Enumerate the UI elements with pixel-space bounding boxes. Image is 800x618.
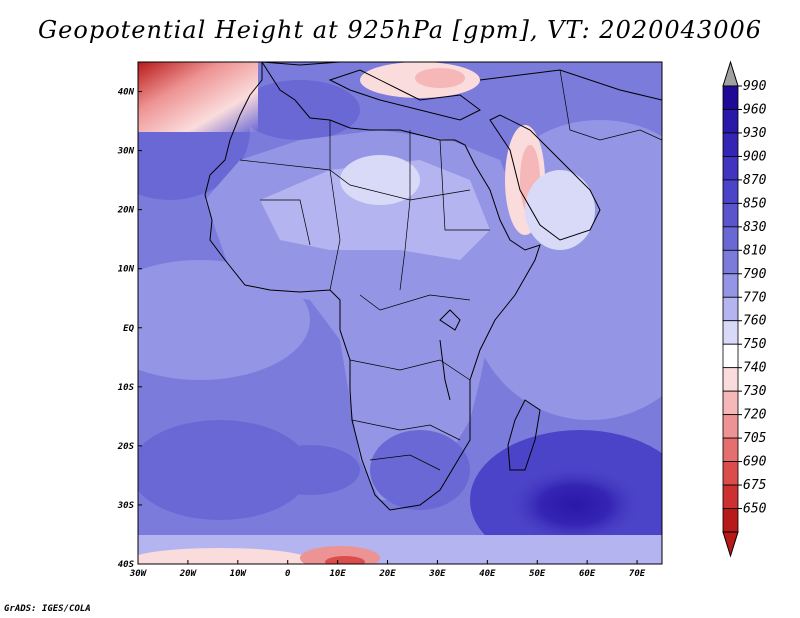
lat-tick-label: EQ <box>123 324 134 334</box>
lat-tick-label: 10N <box>118 265 135 275</box>
lat-tick-label: 20S <box>117 442 135 452</box>
colorbar-label: 930 <box>743 126 767 141</box>
colorbar-label: 675 <box>743 478 767 493</box>
lat-tick-label: 10S <box>118 383 135 393</box>
lon-tick-label: 50E <box>529 569 546 579</box>
colorbar-swatch <box>722 461 739 486</box>
lat-tick-label: 40S <box>118 560 135 570</box>
colorbar-top-triangle <box>722 60 739 87</box>
colorbar-label: 960 <box>743 102 767 117</box>
colorbar-label: 790 <box>743 267 767 282</box>
colorbar-label: 720 <box>743 408 767 423</box>
longitude-axis: 30W 20W 10W 0 10E 20E 30E 40E 50E 60E 70E <box>129 560 646 579</box>
colorbar-label: 750 <box>743 337 767 352</box>
colorbar-label: 705 <box>743 431 767 446</box>
lon-tick-label: 40E <box>479 569 496 579</box>
colorbar-swatch <box>722 484 739 509</box>
lat-tick-label: 30S <box>117 501 135 511</box>
colorbar-swatch <box>722 249 739 275</box>
colorbar-label: 650 <box>743 502 767 517</box>
colorbar-swatch <box>722 343 739 369</box>
colorbar-label: 760 <box>743 314 767 329</box>
colorbar-label: 990 <box>743 79 767 94</box>
country-borders <box>239 69 662 471</box>
colorbar-label: 870 <box>743 173 767 188</box>
lon-tick-label: 0 <box>285 569 291 579</box>
colorbar: 990 960 930 900 870 850 830 810 790 770 760 750 740 7… <box>722 60 767 558</box>
lon-tick-label: 20E <box>378 569 396 579</box>
colorbar-label: 770 <box>743 290 767 305</box>
colorbar-label: 830 <box>743 220 767 235</box>
colorbar-swatch <box>722 202 739 228</box>
map-title: Geopotential Height at 925hPa [gpm], VT:… <box>38 16 762 44</box>
lat-tick-label: 20N <box>117 206 135 216</box>
lon-tick-label: 10E <box>329 569 346 579</box>
colorbar-label: 690 <box>743 455 767 470</box>
colorbar-swatch <box>722 508 739 533</box>
colorbar-swatch <box>722 85 739 110</box>
colorbar-label: 730 <box>743 384 767 399</box>
colorbar-label: 900 <box>743 149 767 164</box>
colorbar-label: 850 <box>743 196 767 211</box>
lon-tick-label: 70E <box>629 569 646 579</box>
colorbar-swatch <box>722 156 739 181</box>
lon-tick-label: 30E <box>428 569 446 579</box>
colorbar-swatch <box>722 273 739 298</box>
lat-tick-label: 40N <box>118 88 135 98</box>
colorbar-swatch <box>722 320 739 345</box>
lat-tick-label: 30N <box>117 147 135 157</box>
lon-tick-label: 20W <box>179 569 198 579</box>
colorbar-swatch <box>722 132 739 157</box>
lon-tick-label: 10W <box>230 569 248 579</box>
colorbar-swatch <box>722 414 739 439</box>
grads-credit: GrADS: IGES/COLA <box>4 604 91 614</box>
latitude-axis: 40N 30N 20N 10N EQ 10S 20S 30S 40S <box>117 88 142 570</box>
colorbar-label: 740 <box>743 361 767 376</box>
colorbar-swatch <box>722 109 739 134</box>
height-field <box>138 62 662 564</box>
lon-tick-label: 60E <box>579 569 596 579</box>
colorbar-swatch <box>722 226 739 251</box>
colorbar-swatch <box>722 437 739 462</box>
plot-frame <box>137 61 663 565</box>
colorbar-label: 810 <box>743 243 767 258</box>
colorbar-swatch <box>722 367 739 392</box>
coastlines <box>204 62 662 511</box>
colorbar-swatch <box>722 179 739 204</box>
colorbar-bottom-triangle <box>722 531 739 558</box>
lon-tick-label: 30W <box>129 569 148 579</box>
colorbar-swatch <box>722 296 739 322</box>
colorbar-swatch <box>722 390 739 416</box>
